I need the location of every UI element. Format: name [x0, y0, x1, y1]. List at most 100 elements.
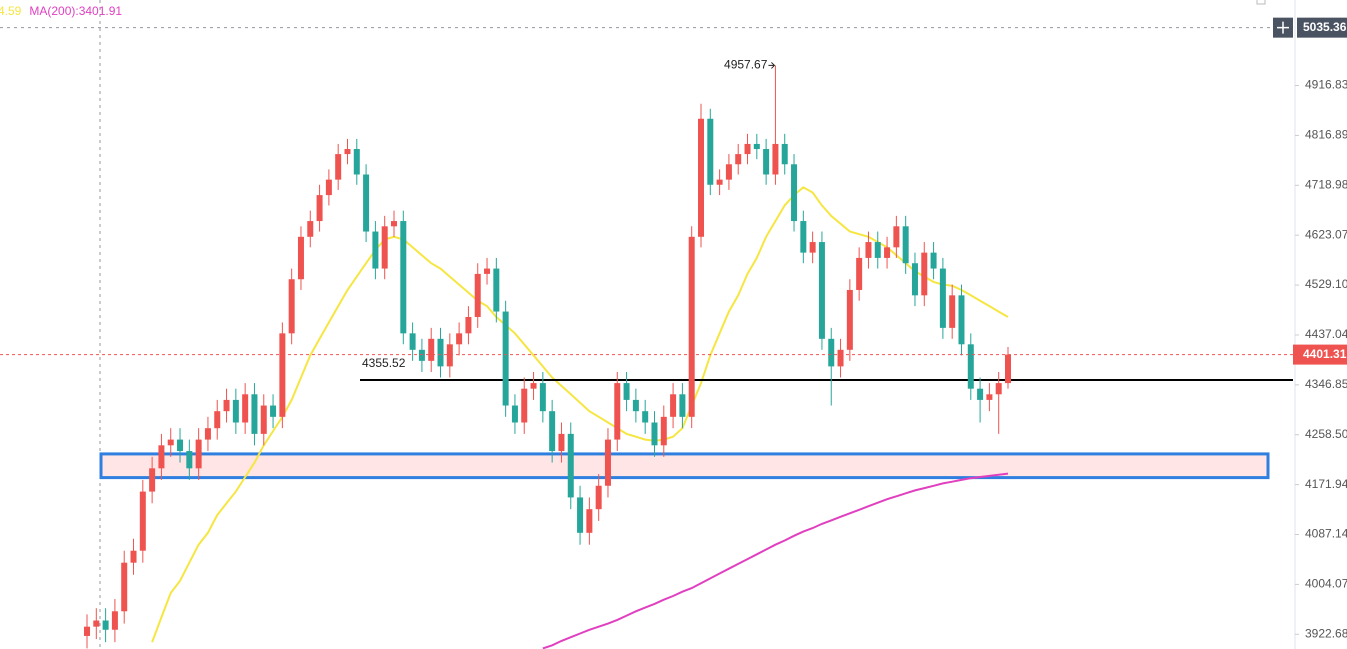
- y-tick-label: 4087.14: [1305, 527, 1347, 541]
- candle-body: [986, 394, 993, 400]
- candle-body: [223, 399, 230, 412]
- candle-body: [260, 405, 267, 434]
- candle-body: [949, 295, 956, 328]
- candle-body: [530, 383, 537, 389]
- candle-body: [195, 439, 202, 469]
- candle-body: [167, 439, 174, 446]
- candle-body: [335, 154, 342, 180]
- candle-body: [623, 383, 630, 400]
- legend-entry: 4.59: [0, 4, 22, 18]
- candle-body: [325, 179, 332, 196]
- candle-body: [614, 383, 621, 440]
- candle-body: [456, 333, 463, 345]
- y-tick-label: 4916.83: [1305, 78, 1347, 92]
- candle-body: [837, 349, 844, 367]
- candle-body: [791, 164, 798, 222]
- candle-body: [307, 221, 314, 237]
- candle-body: [84, 626, 90, 636]
- y-tick-label: 4258.50: [1305, 427, 1347, 441]
- candle-body: [521, 388, 528, 423]
- candle-body: [902, 226, 909, 264]
- candle-body: [511, 405, 518, 423]
- last-price-box: [1293, 344, 1347, 365]
- candle-body: [372, 231, 379, 269]
- candle-body: [763, 149, 770, 175]
- support-zone: [99, 452, 1270, 480]
- candle-body: [484, 268, 491, 274]
- candle-body: [428, 338, 435, 361]
- candle-body: [158, 445, 165, 469]
- candle-body: [418, 349, 425, 361]
- candle-body: [465, 316, 472, 334]
- candle-body: [130, 550, 137, 563]
- candle-body: [214, 411, 221, 429]
- candle-body: [679, 394, 686, 417]
- candle-body: [270, 405, 277, 417]
- high-annotation: 4957.67: [724, 58, 768, 72]
- candle-body: [586, 509, 593, 533]
- candle-body: [400, 221, 407, 334]
- y-tick-label: 4816.89: [1305, 128, 1347, 142]
- candle-body: [660, 416, 667, 446]
- level-label: 4355.52: [362, 356, 406, 370]
- candle-body: [186, 451, 193, 469]
- candle-body: [288, 279, 295, 334]
- candle-body: [111, 611, 118, 630]
- corner-icon: [1256, 0, 1266, 5]
- y-tick-label: 4004.07: [1305, 577, 1347, 591]
- candle-body: [502, 311, 509, 406]
- candle-body: [856, 257, 863, 290]
- candle-body: [846, 289, 853, 350]
- candle-body: [893, 226, 900, 248]
- candle-body: [828, 338, 835, 367]
- candle-body: [818, 242, 825, 339]
- candle-body: [716, 179, 723, 185]
- candle-body: [204, 428, 211, 440]
- candle-body: [753, 143, 760, 150]
- candle-body: [921, 252, 928, 296]
- candle-body: [651, 422, 658, 446]
- candle-body: [930, 252, 937, 269]
- candle-body: [865, 242, 872, 258]
- candle-body: [800, 221, 807, 253]
- candle-body: [642, 411, 649, 423]
- candle-body: [446, 344, 453, 367]
- candle-body: [595, 485, 602, 510]
- candle-body: [781, 143, 788, 165]
- candle-body: [725, 164, 732, 180]
- y-tick-label: 3922.68: [1305, 626, 1347, 640]
- candle-body: [939, 268, 946, 328]
- candle-body: [149, 468, 156, 492]
- candle-body: [177, 439, 184, 452]
- y-tick-label: 4437.04: [1305, 327, 1347, 341]
- candle-body: [558, 433, 565, 452]
- candle-body: [539, 383, 546, 412]
- candle-body: [577, 497, 584, 533]
- candle-body: [698, 118, 704, 237]
- candle-body: [279, 333, 286, 417]
- legend-entry: MA(200):3401.91: [29, 4, 122, 18]
- candle-body: [632, 399, 639, 412]
- candle-body: [604, 439, 611, 486]
- candle-body: [707, 118, 714, 185]
- candle-body: [977, 388, 984, 400]
- candle-body: [381, 226, 388, 269]
- candle-body: [1005, 354, 1011, 384]
- candle-body: [139, 491, 146, 551]
- candle-body: [911, 263, 918, 296]
- candle-body: [772, 143, 779, 175]
- candle-body: [874, 242, 881, 258]
- ma-line: [542, 472, 1009, 649]
- candle-body: [121, 562, 128, 612]
- crosshair-price-label: 5035.36: [1303, 20, 1347, 34]
- candle-body: [437, 338, 444, 367]
- candle-body: [102, 620, 109, 630]
- candle-body: [809, 242, 816, 253]
- candle-body: [242, 394, 249, 423]
- candle-body: [995, 383, 1002, 395]
- y-tick-label: 4346.85: [1305, 377, 1347, 391]
- candle-body: [744, 143, 751, 155]
- candle-body: [232, 399, 239, 423]
